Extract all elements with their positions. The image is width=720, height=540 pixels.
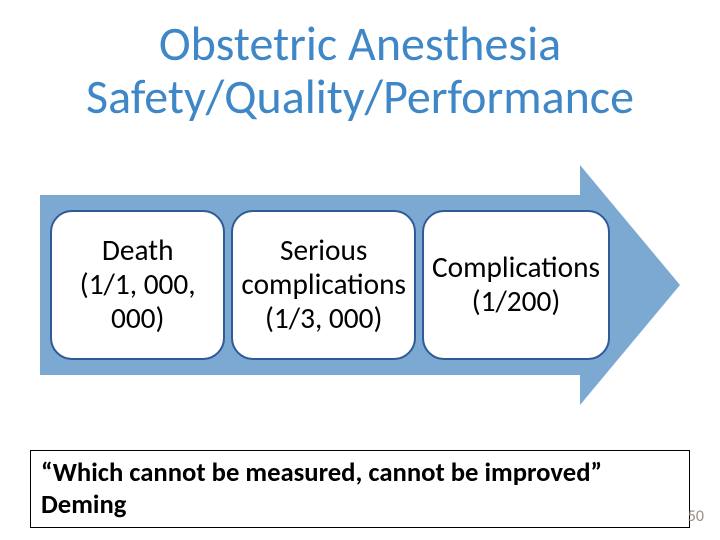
quote-text: “Which cannot be measured, cannot be imp… [41, 457, 602, 521]
box-death: Death (1/1, 000, 000) [50, 210, 225, 360]
box-label: Death [102, 234, 174, 268]
box-label-line2: complications [241, 268, 406, 302]
quote-box: “Which cannot be measured, cannot be imp… [30, 450, 690, 528]
title-line1: Obstetric Anesthesia [0, 18, 720, 71]
box-label-line1: Serious [280, 234, 367, 268]
slide-title: Obstetric Anesthesia Safety/Quality/Perf… [0, 0, 720, 124]
box-rate: (1/200) [472, 285, 561, 319]
page-number: 50 [688, 507, 704, 526]
boxes-row: Death (1/1, 000, 000) Serious complicati… [50, 210, 610, 360]
box-rate: (1/1, 000, 000) [60, 268, 215, 335]
box-serious: Serious complications (1/3, 000) [231, 210, 416, 360]
title-line2: Safety/Quality/Performance [0, 71, 720, 124]
box-label: Complications [432, 251, 600, 285]
box-complications: Complications (1/200) [422, 210, 610, 360]
box-rate: (1/3, 000) [265, 302, 382, 336]
